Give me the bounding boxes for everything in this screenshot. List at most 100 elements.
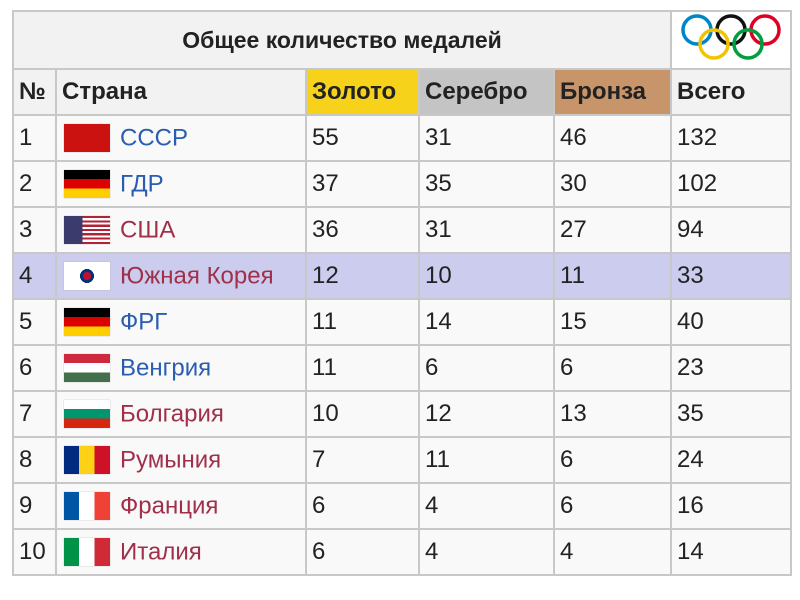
table-row: 10 Италия 6 4 4 14 — [12, 528, 793, 576]
rank-cell: 8 — [12, 436, 57, 484]
rank-cell: 7 — [12, 390, 57, 438]
table-row: 7 Болгария 10 12 13 35 — [12, 390, 793, 438]
gold-cell: 11 — [305, 298, 420, 346]
country-cell: Болгария — [55, 390, 307, 438]
country-link[interactable]: Италия — [120, 538, 202, 566]
rank-cell: 6 — [12, 344, 57, 392]
silver-cell: 31 — [418, 114, 555, 162]
country-link[interactable]: Болгария — [120, 400, 224, 428]
flag-usa-icon[interactable] — [64, 216, 110, 245]
bronze-cell: 30 — [552, 160, 673, 208]
rank-cell: 2 — [12, 160, 57, 208]
country-cell: СССР — [55, 114, 307, 162]
bronze-cell: 11 — [552, 252, 673, 300]
total-cell: 14 — [670, 528, 793, 576]
header-country[interactable]: Страна — [55, 68, 307, 116]
table-row: 4 Южная Корея 12 10 11 33 — [12, 252, 793, 300]
rank-cell: 9 — [12, 482, 57, 530]
rank-cell: 10 — [12, 528, 57, 576]
gold-cell: 10 — [305, 390, 420, 438]
header-silver[interactable]: Серебро — [418, 68, 555, 116]
gold-cell: 55 — [305, 114, 420, 162]
flag-bulgaria-icon[interactable] — [64, 400, 110, 429]
total-cell: 102 — [670, 160, 793, 208]
bronze-cell: 13 — [552, 390, 673, 438]
flag-hungary-icon[interactable] — [64, 354, 110, 383]
table-row: 2 ГДР 37 35 30 102 — [12, 160, 793, 208]
silver-cell: 14 — [418, 298, 555, 346]
bronze-cell: 15 — [552, 298, 673, 346]
bronze-cell: 6 — [552, 344, 673, 392]
olympic-rings-icon — [681, 14, 781, 60]
country-cell: ГДР — [55, 160, 307, 208]
country-cell: Венгрия — [55, 344, 307, 392]
bronze-cell: 6 — [552, 436, 673, 484]
rank-cell: 1 — [12, 114, 57, 162]
country-cell: Франция — [55, 482, 307, 530]
flag-korea-icon[interactable] — [64, 262, 110, 291]
olympic-rings-logo — [670, 10, 793, 70]
total-cell: 33 — [670, 252, 793, 300]
table-row: 5 ФРГ 11 14 15 40 — [12, 298, 793, 346]
country-link[interactable]: ГДР — [120, 170, 164, 198]
gold-cell: 37 — [305, 160, 420, 208]
total-cell: 40 — [670, 298, 793, 346]
country-link[interactable]: США — [120, 216, 176, 244]
total-cell: 23 — [670, 344, 793, 392]
country-link[interactable]: ФРГ — [120, 308, 168, 336]
silver-cell: 31 — [418, 206, 555, 254]
flag-gdr-icon[interactable] — [64, 170, 110, 199]
total-cell: 16 — [670, 482, 793, 530]
country-cell: Южная Корея — [55, 252, 307, 300]
header-rank: № — [12, 68, 57, 116]
silver-cell: 4 — [418, 482, 555, 530]
flag-frg-icon[interactable] — [64, 308, 110, 337]
rank-cell: 4 — [12, 252, 57, 300]
total-cell: 132 — [670, 114, 793, 162]
total-cell: 35 — [670, 390, 793, 438]
header-bronze[interactable]: Бронза — [552, 68, 673, 116]
table-row: 1 СССР 55 31 46 132 — [12, 114, 793, 162]
country-link[interactable]: СССР — [120, 124, 189, 152]
gold-cell: 36 — [305, 206, 420, 254]
header-gold[interactable]: Золото — [305, 68, 420, 116]
silver-cell: 12 — [418, 390, 555, 438]
flag-romania-icon[interactable] — [64, 446, 110, 475]
bronze-cell: 27 — [552, 206, 673, 254]
gold-cell: 6 — [305, 482, 420, 530]
silver-cell: 35 — [418, 160, 555, 208]
header-total[interactable]: Всего — [670, 68, 793, 116]
flag-ussr-icon[interactable] — [64, 124, 110, 153]
table-row: 9 Франция 6 4 6 16 — [12, 482, 793, 530]
flag-france-icon[interactable] — [64, 492, 110, 521]
country-link[interactable]: Румыния — [120, 446, 222, 474]
gold-cell: 6 — [305, 528, 420, 576]
table-row: 8 Румыния 7 11 6 24 — [12, 436, 793, 484]
bronze-cell: 4 — [552, 528, 673, 576]
silver-cell: 10 — [418, 252, 555, 300]
gold-cell: 7 — [305, 436, 420, 484]
gold-cell: 11 — [305, 344, 420, 392]
table-body: 1 СССР 55 31 46 132 2 ГДР 37 35 30 102 3 США 36 31 27 94 4… — [12, 114, 793, 576]
country-cell: Румыния — [55, 436, 307, 484]
country-link[interactable]: Южная Корея — [120, 262, 274, 290]
country-cell: США — [55, 206, 307, 254]
bronze-cell: 6 — [552, 482, 673, 530]
country-cell: ФРГ — [55, 298, 307, 346]
table-row: 6 Венгрия 11 6 6 23 — [12, 344, 793, 392]
medal-table: Общее количество медалей № Страна Золото… — [11, 10, 793, 576]
bronze-cell: 46 — [552, 114, 673, 162]
table-row: 3 США 36 31 27 94 — [12, 206, 793, 254]
gold-cell: 12 — [305, 252, 420, 300]
total-cell: 24 — [670, 436, 793, 484]
total-cell: 94 — [670, 206, 793, 254]
country-link[interactable]: Франция — [120, 492, 219, 520]
rank-cell: 5 — [12, 298, 57, 346]
rank-cell: 3 — [12, 206, 57, 254]
silver-cell: 6 — [418, 344, 555, 392]
country-cell: Италия — [55, 528, 307, 576]
country-link[interactable]: Венгрия — [120, 354, 212, 382]
silver-cell: 4 — [418, 528, 555, 576]
flag-italy-icon[interactable] — [64, 538, 110, 567]
table-title: Общее количество медалей — [11, 10, 673, 70]
